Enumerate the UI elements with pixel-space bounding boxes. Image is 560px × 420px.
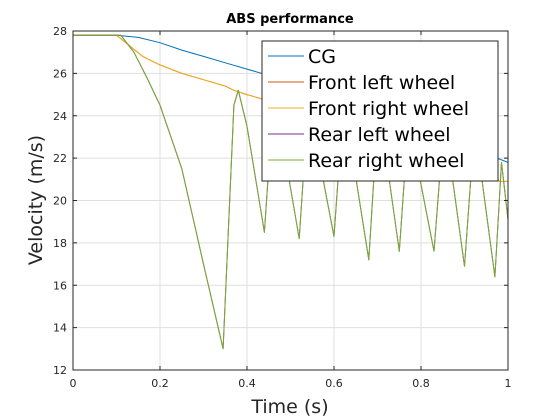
y-tick-label: 18 xyxy=(53,237,67,250)
y-tick-label: 16 xyxy=(53,279,67,292)
chart-title: ABS performance xyxy=(226,12,354,27)
legend-label: CG xyxy=(308,46,336,68)
y-tick-label: 20 xyxy=(53,195,67,208)
y-tick-label: 24 xyxy=(53,110,67,123)
legend-label: Front right wheel xyxy=(308,98,469,120)
legend-box xyxy=(261,40,499,182)
y-tick-label: 26 xyxy=(53,67,67,80)
x-tick-label: 0.8 xyxy=(412,377,430,390)
x-tick-label: 0 xyxy=(70,377,77,390)
legend-label: Rear left wheel xyxy=(308,124,451,146)
tick-labels: 0 0.2 0.4 0.6 0.8 1 12 14 16 18 20 22 24 26 28 xyxy=(53,25,512,390)
legend: CG Front left wheel Front right wheel Rear … xyxy=(261,40,499,182)
y-tick-label: 12 xyxy=(53,364,67,377)
x-axis-label: Time (s) xyxy=(250,396,328,418)
y-tick-label: 14 xyxy=(53,322,67,335)
x-tick-label: 0.2 xyxy=(151,377,169,390)
x-tick-label: 1 xyxy=(505,377,512,390)
y-tick-label: 22 xyxy=(53,152,67,165)
y-tick-label: 28 xyxy=(53,25,67,38)
legend-label: Rear right wheel xyxy=(308,150,464,172)
x-tick-label: 0.4 xyxy=(238,377,256,390)
series-line-rear-right-wheel xyxy=(73,34,508,350)
x-tick-label: 0.6 xyxy=(325,377,343,390)
y-axis-label: Velocity (m/s) xyxy=(25,135,47,265)
axes xyxy=(72,30,509,371)
legend-label: Front left wheel xyxy=(308,72,455,94)
